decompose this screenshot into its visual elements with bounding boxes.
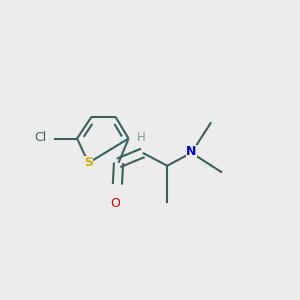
Text: N: N	[186, 145, 197, 158]
Text: H: H	[137, 131, 146, 144]
Text: S: S	[84, 156, 93, 170]
Text: O: O	[111, 197, 121, 210]
Text: Cl: Cl	[34, 130, 46, 144]
